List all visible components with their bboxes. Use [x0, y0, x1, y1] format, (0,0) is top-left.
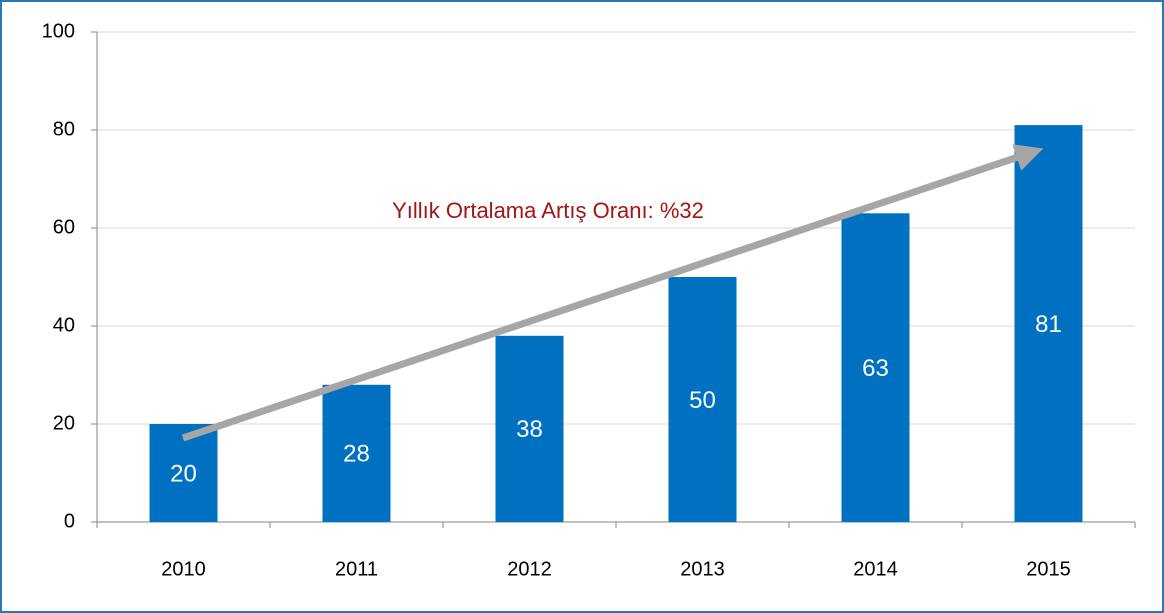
value-label: 63	[862, 355, 889, 382]
y-tick-label: 60	[53, 216, 75, 238]
bar	[322, 384, 391, 522]
bar	[149, 424, 218, 522]
y-tick-label: 0	[64, 510, 75, 532]
grid: 0 20 40 60 80 100 2010 2011 2012 2013 2014 2015	[42, 20, 1136, 580]
y-tick-label: 80	[53, 118, 75, 140]
x-tick-label: 2014	[853, 558, 898, 580]
x-tick-label: 2013	[680, 558, 725, 580]
trend-arrow	[181, 144, 1044, 442]
annotation: Yıllık Ortalama Artış Oranı: %32	[392, 198, 704, 223]
value-label: 20	[170, 460, 197, 487]
bar	[668, 277, 737, 522]
value-label: 38	[516, 416, 543, 443]
value-label: 28	[343, 441, 370, 468]
bars: 20 28 38 50 63 81	[149, 125, 1083, 523]
x-tick-label: 2010	[161, 558, 206, 580]
x-tick-label: 2015	[1026, 558, 1071, 580]
x-tick-label: 2011	[335, 558, 378, 580]
bar	[1014, 125, 1083, 522]
y-tick-label: 40	[53, 314, 75, 336]
bar	[495, 335, 564, 522]
x-tick-label: 2012	[507, 558, 552, 580]
value-label: 81	[1035, 311, 1062, 338]
bar	[841, 213, 910, 523]
y-tick-label: 100	[42, 20, 75, 42]
value-label: 50	[689, 387, 716, 414]
y-tick-label: 20	[53, 412, 75, 434]
